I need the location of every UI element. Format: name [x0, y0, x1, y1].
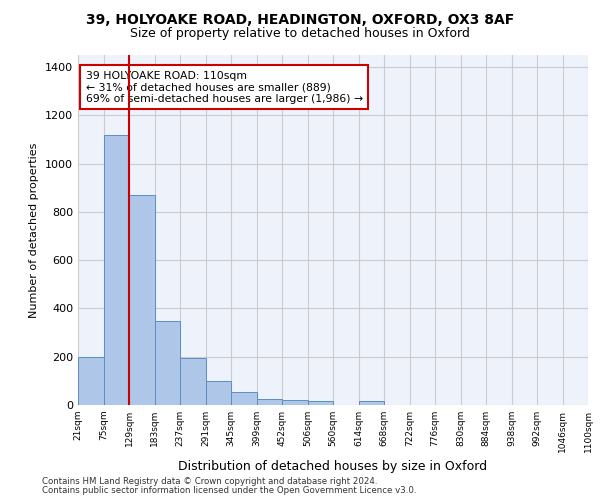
Text: 39, HOLYOAKE ROAD, HEADINGTON, OXFORD, OX3 8AF: 39, HOLYOAKE ROAD, HEADINGTON, OXFORD, O… — [86, 12, 514, 26]
Bar — [155, 320, 180, 405]
Text: Contains HM Land Registry data © Crown copyright and database right 2024.: Contains HM Land Registry data © Crown c… — [42, 477, 377, 486]
X-axis label: Distribution of detached houses by size in Oxford: Distribution of detached houses by size … — [178, 460, 488, 473]
Bar — [129, 195, 155, 405]
Y-axis label: Number of detached properties: Number of detached properties — [29, 142, 40, 318]
Bar — [78, 358, 104, 405]
Bar — [308, 401, 333, 405]
Bar — [257, 399, 282, 405]
Bar — [180, 358, 205, 405]
Bar — [282, 400, 308, 405]
Bar — [359, 402, 384, 405]
Text: 39 HOLYOAKE ROAD: 110sqm
← 31% of detached houses are smaller (889)
69% of semi-: 39 HOLYOAKE ROAD: 110sqm ← 31% of detach… — [86, 71, 363, 104]
Bar — [231, 392, 257, 405]
Text: Size of property relative to detached houses in Oxford: Size of property relative to detached ho… — [130, 28, 470, 40]
Bar — [205, 381, 231, 405]
Bar — [104, 134, 129, 405]
Text: Contains public sector information licensed under the Open Government Licence v3: Contains public sector information licen… — [42, 486, 416, 495]
